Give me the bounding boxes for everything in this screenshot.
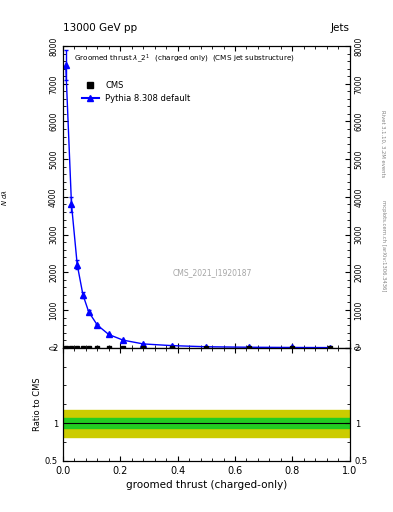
- Text: Groomed thrust$\,\lambda\_2^1\,$  (charged only)  (CMS jet substructure): Groomed thrust$\,\lambda\_2^1\,$ (charge…: [74, 52, 296, 65]
- Text: CMS_2021_I1920187: CMS_2021_I1920187: [173, 268, 252, 277]
- Text: 13000 GeV pp: 13000 GeV pp: [63, 23, 137, 33]
- Y-axis label: Ratio to CMS: Ratio to CMS: [33, 377, 42, 431]
- Text: mcplots.cern.ch [arXiv:1306.3436]: mcplots.cern.ch [arXiv:1306.3436]: [381, 200, 386, 291]
- Text: Rivet 3.1.10, 3.2M events: Rivet 3.1.10, 3.2M events: [381, 110, 386, 177]
- Bar: [63, 410, 350, 437]
- Legend: CMS, Pythia 8.308 default: CMS, Pythia 8.308 default: [79, 77, 194, 106]
- Text: Jets: Jets: [331, 23, 350, 33]
- Y-axis label: $\frac{1}{N}\frac{dN}{d\lambda}$: $\frac{1}{N}\frac{dN}{d\lambda}$: [0, 188, 10, 206]
- X-axis label: groomed thrust (charged-only): groomed thrust (charged-only): [126, 480, 287, 490]
- Bar: [63, 418, 350, 429]
